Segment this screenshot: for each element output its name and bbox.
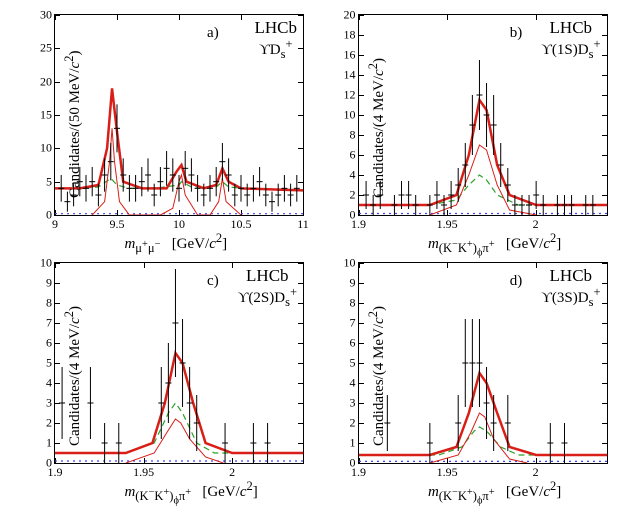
xtick-label: 10.5 <box>231 215 252 232</box>
xtick-label: 2 <box>533 463 539 480</box>
ytick-label: 30 <box>40 8 55 23</box>
ytick-label: 7 <box>350 316 359 331</box>
ytick-label: 9 <box>350 276 359 291</box>
ytick-label: 4 <box>46 376 55 391</box>
xtick-label: 1.9 <box>351 215 366 232</box>
channel-label: ϒ(1S)Ds+ <box>541 38 600 62</box>
ytick-label: 6 <box>350 336 359 351</box>
panel-b: 024681012141618201.91.952Candidates/(4 M… <box>314 10 612 252</box>
ytick-label: 9 <box>46 276 55 291</box>
ytick-label: 6 <box>350 148 359 163</box>
xtick-label: 1.95 <box>133 463 154 480</box>
ytick-label: 1 <box>350 436 359 451</box>
experiment-label: LHCb <box>541 19 600 38</box>
x-axis-label: m(K−K+)ϕπ+ [GeV/c2] <box>428 231 561 259</box>
ytick-label: 4 <box>350 376 359 391</box>
ytick-label: 2 <box>46 416 55 431</box>
panel-a: 05101520253099.51010.511Candidates/(50 M… <box>10 10 308 252</box>
ytick-label: 18 <box>344 28 359 43</box>
ytick-label: 5 <box>350 356 359 371</box>
experiment-label: LHCb <box>255 19 298 38</box>
xtick-label: 2 <box>229 463 235 480</box>
ytick-label: 8 <box>46 296 55 311</box>
ytick-label: 8 <box>350 128 359 143</box>
ytick-label: 3 <box>350 396 359 411</box>
x-axis-label: m(K−K+)ϕπ+ [GeV/c2] <box>428 479 561 507</box>
ytick-label: 6 <box>46 336 55 351</box>
y-axis-label: Candidates/(4 MeV/c2) <box>62 286 84 446</box>
ytick-label: 10 <box>40 256 55 271</box>
plot-area: 024681012141618201.91.952Candidates/(4 M… <box>358 14 608 216</box>
panel-tag: c) <box>207 273 219 290</box>
ytick-label: 20 <box>344 8 359 23</box>
ytick-label: 14 <box>344 68 359 83</box>
panel-d: 0123456789101.91.952Candidates/(4 MeV/c2… <box>314 258 612 500</box>
xtick-label: 11 <box>297 215 309 232</box>
ytick-label: 5 <box>46 356 55 371</box>
ytick-label: 10 <box>344 108 359 123</box>
xtick-label: 1.9 <box>48 463 63 480</box>
xtick-label: 9 <box>52 215 58 232</box>
experiment-label: LHCb <box>541 267 600 286</box>
plot-area: 0123456789101.91.952Candidates/(4 MeV/c2… <box>358 262 608 464</box>
panel-tag: b) <box>510 25 523 42</box>
ytick-label: 8 <box>350 296 359 311</box>
xtick-label: 9.5 <box>110 215 125 232</box>
xtick-label: 1.95 <box>437 215 458 232</box>
channel-label: ϒ(3S)Ds+ <box>541 286 600 310</box>
ytick-label: 2 <box>350 188 359 203</box>
ytick-label: 25 <box>40 41 55 56</box>
ytick-label: 20 <box>40 74 55 89</box>
xtick-label: 1.95 <box>437 463 458 480</box>
experiment-label: LHCb <box>238 267 297 286</box>
ytick-label: 16 <box>344 48 359 63</box>
ytick-label: 7 <box>46 316 55 331</box>
channel-label: ϒ(2S)Ds+ <box>238 286 297 310</box>
y-axis-label: Candidates/(4 MeV/c2) <box>366 38 388 198</box>
y-axis-label: Candidates/(50 MeV/c2) <box>62 38 84 198</box>
plot-area: 0123456789101.91.952Candidates/(4 MeV/c2… <box>54 262 304 464</box>
panel-tag: a) <box>207 25 219 42</box>
xtick-label: 2 <box>533 215 539 232</box>
panel-grid: 05101520253099.51010.511Candidates/(50 M… <box>10 10 611 500</box>
ytick-label: 10 <box>344 256 359 271</box>
xtick-label: 10 <box>173 215 185 232</box>
y-axis-label: Candidates/(4 MeV/c2) <box>366 286 388 446</box>
ytick-label: 5 <box>46 174 55 189</box>
panel-annotation: LHCbϒDs+ <box>255 19 298 61</box>
panel-annotation: LHCbϒ(2S)Ds+ <box>238 267 297 309</box>
ytick-label: 15 <box>40 108 55 123</box>
ytick-label: 2 <box>350 416 359 431</box>
ytick-label: 3 <box>46 396 55 411</box>
panel-tag: d) <box>510 273 523 290</box>
ytick-label: 4 <box>350 168 359 183</box>
panel-annotation: LHCbϒ(1S)Ds+ <box>541 19 600 61</box>
x-axis-label: mμ+μ− [GeV/c2] <box>124 231 227 256</box>
ytick-label: 12 <box>344 88 359 103</box>
plot-area: 05101520253099.51010.511Candidates/(50 M… <box>54 14 304 216</box>
channel-label: ϒDs+ <box>255 38 298 62</box>
panel-c: 0123456789101.91.952Candidates/(4 MeV/c2… <box>10 258 308 500</box>
ytick-label: 1 <box>46 436 55 451</box>
x-axis-label: m(K−K+)ϕπ+ [GeV/c2] <box>124 479 257 507</box>
panel-annotation: LHCbϒ(3S)Ds+ <box>541 267 600 309</box>
xtick-label: 1.9 <box>351 463 366 480</box>
ytick-label: 10 <box>40 141 55 156</box>
